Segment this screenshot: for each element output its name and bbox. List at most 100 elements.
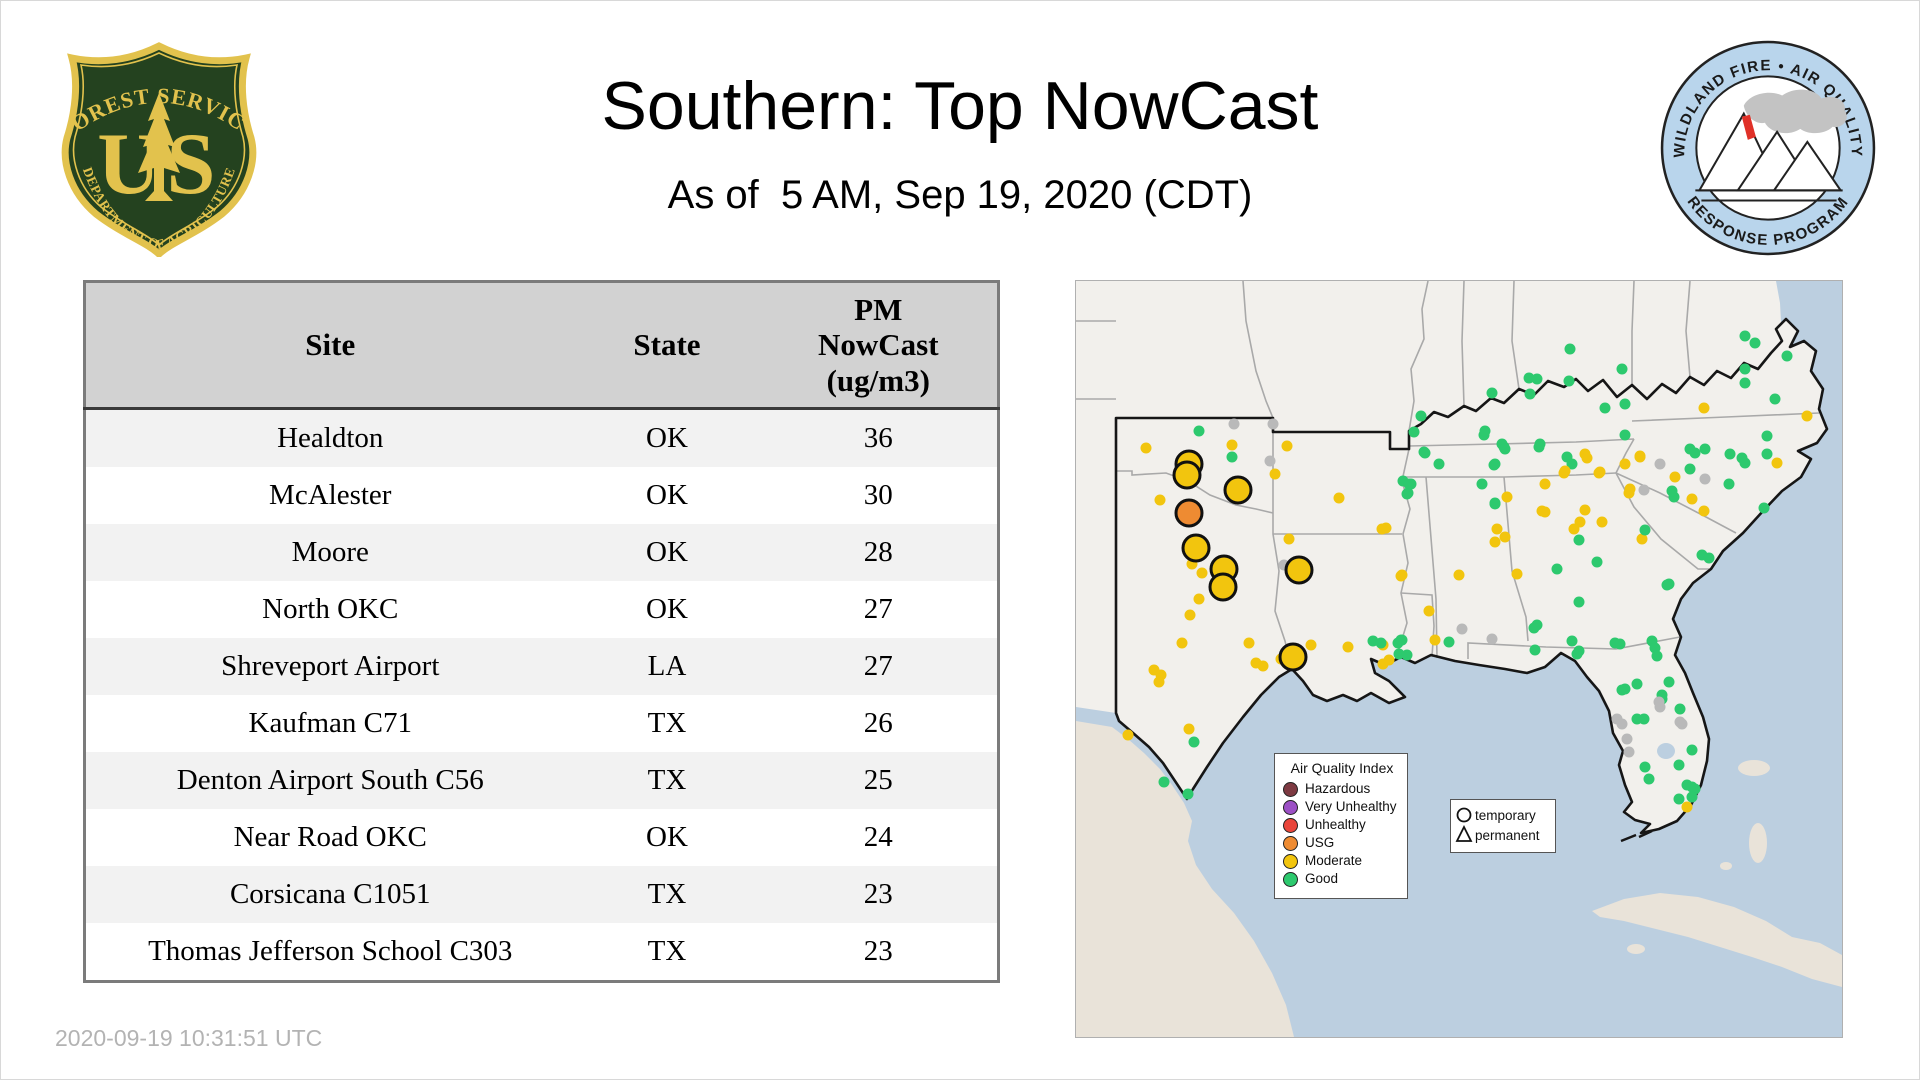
monitor-dot: [1591, 556, 1603, 568]
aqi-level-label: Very Unhealthy: [1305, 799, 1397, 815]
monitor-dot: [1686, 744, 1698, 756]
monitor-dot: [1599, 402, 1611, 414]
monitor-dot: [1703, 552, 1715, 564]
monitor-dot: [1486, 633, 1498, 645]
aqi-legend-title: Air Quality Index: [1290, 760, 1394, 776]
table-header-row: Site State PM NowCast (ug/m3): [84, 281, 999, 410]
monitor-dot: [1581, 452, 1593, 464]
top-site-marker: [1172, 460, 1202, 490]
table-row: Healdton OK 36: [84, 408, 999, 467]
aqi-map: Air Quality Index Hazardous Very Unhealth…: [1075, 280, 1843, 1038]
monitor-dot: [1403, 478, 1415, 490]
aqi-level-dot-icon: [1283, 800, 1298, 815]
page-title: Southern: Top NowCast: [601, 68, 1319, 144]
monitor-dot: [1551, 563, 1563, 575]
top-site-marker: [1278, 642, 1308, 672]
table-cell: OK: [646, 821, 688, 853]
monitor-dot: [1453, 569, 1465, 581]
table-cell: 30: [863, 479, 893, 511]
monitor-dot: [1401, 649, 1413, 661]
state-borders: [1076, 281, 1820, 670]
table-cell: 27: [863, 593, 893, 625]
monitor-dot: [1539, 506, 1551, 518]
aqi-level-label: Moderate: [1305, 853, 1363, 869]
table-row: McAlester OK 30: [84, 467, 999, 524]
monitor-dot: [1122, 729, 1134, 741]
monitor-dot: [1184, 609, 1196, 621]
monitor-dot: [1383, 654, 1395, 666]
monitor-dot: [1499, 443, 1511, 455]
monitor-dot: [1193, 425, 1205, 437]
monitor-dot: [1523, 372, 1535, 384]
monitor-dot: [1749, 337, 1761, 349]
aqi-level-dot-icon: [1283, 782, 1298, 797]
monitor-dot: [1158, 776, 1170, 788]
monitor-dot: [1724, 448, 1736, 460]
table-cell: McAlester: [269, 479, 392, 511]
monitor-dot: [1739, 457, 1751, 469]
monitor-dot: [1801, 410, 1813, 422]
table-row: Near Road OKC OK 24: [84, 809, 999, 866]
monitor-dot: [1283, 533, 1295, 545]
table-cell: LA: [647, 650, 687, 682]
monitor-dot: [1573, 534, 1585, 546]
monitor-dot: [1396, 569, 1408, 581]
pine-tree-icon: [138, 93, 180, 201]
wfaqrp-logo: WILDLAND FIRE • AIR QUALITY RESPONSE PRO…: [1657, 37, 1879, 259]
monitor-dot: [1511, 568, 1523, 580]
table-row: Thomas Jefferson School C303 TX 23: [84, 923, 999, 982]
monitor-dot: [1524, 388, 1536, 400]
monitor-dot: [1342, 641, 1354, 653]
wfaqrp-ring-icon: WILDLAND FIRE • AIR QUALITY RESPONSE PRO…: [1660, 40, 1876, 256]
monitor-dots-layer: [1122, 330, 1813, 813]
monitor-dot: [1443, 636, 1455, 648]
table-row: Kaufman C71 TX 26: [84, 695, 999, 752]
monitor-dot: [1639, 761, 1651, 773]
monitor-dot: [1771, 457, 1783, 469]
monitor-dot: [1375, 637, 1387, 649]
monitor-dot: [1616, 684, 1628, 696]
table-cell: 24: [863, 821, 893, 853]
monitor-dot: [1269, 468, 1281, 480]
aqi-level-dot-icon: [1283, 836, 1298, 851]
table-cell: 25: [863, 764, 893, 796]
monitor-dot: [1188, 736, 1200, 748]
aqi-level-label: Good: [1305, 871, 1339, 887]
monitor-dot: [1193, 593, 1205, 605]
monitor-dot: [1616, 363, 1628, 375]
flame-icon: [1741, 114, 1756, 140]
monitor-dot: [1686, 493, 1698, 505]
monitor-dot: [1699, 473, 1711, 485]
monitor-dot: [1769, 393, 1781, 405]
monitor-dot: [1182, 788, 1194, 800]
aqi-level-label: Unhealthy: [1305, 817, 1366, 833]
monitor-dot: [1571, 648, 1583, 660]
table-cell: 26: [863, 707, 893, 739]
table-cell: Denton Airport South C56: [176, 764, 484, 796]
monitor-dot: [1593, 467, 1605, 479]
monitor-dot: [1243, 637, 1255, 649]
monitor-dot: [1698, 402, 1710, 414]
monitor-dot: [1529, 644, 1541, 656]
monitor-dot: [1376, 523, 1388, 535]
monitor-dot: [1686, 791, 1698, 803]
monitor-dot: [1623, 487, 1635, 499]
aqi-legend-item: Hazardous: [1283, 781, 1401, 797]
table-cell: Thomas Jefferson School C303: [148, 935, 513, 967]
monitor-dot: [1614, 638, 1626, 650]
monitor-dot: [1698, 505, 1710, 517]
monitor-dot: [1639, 524, 1651, 536]
florida-keys: [1620, 829, 1653, 843]
monitor-dot: [1619, 458, 1631, 470]
monitor-dot: [1539, 478, 1551, 490]
monitor-dot: [1666, 485, 1678, 497]
southern-region-map: [1076, 281, 1842, 1037]
monitor-dot: [1423, 605, 1435, 617]
monitor-dot: [1631, 678, 1643, 690]
monitor-dot: [1723, 478, 1735, 490]
aqi-level-dot-icon: [1283, 872, 1298, 887]
monitor-dot: [1528, 622, 1540, 634]
monitor-dot: [1684, 463, 1696, 475]
forest-service-shield-icon: FOREST SERVICE DEPARTMENT OF AGRICULTURE…: [51, 21, 257, 259]
table-cell: Corsicana C1051: [229, 878, 431, 910]
